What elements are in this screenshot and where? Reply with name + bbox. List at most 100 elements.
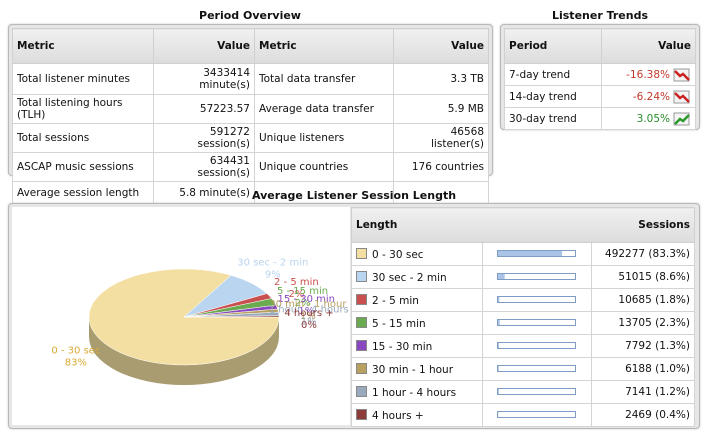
length-label: 30 sec - 2 min xyxy=(372,271,447,284)
length-cell: 30 sec - 2 min xyxy=(351,265,483,289)
pie-label: 30 min - 1 hour xyxy=(269,299,347,310)
bar-track xyxy=(497,411,576,418)
pie-side xyxy=(89,317,279,385)
sessions-cell: 10685 (1.8%) xyxy=(591,288,695,312)
sessions-cell: 51015 (8.6%) xyxy=(591,265,695,289)
pie-percent: 9% xyxy=(265,270,281,281)
length-cell: 5 - 15 min xyxy=(351,311,483,335)
length-label: 0 - 30 sec xyxy=(372,248,424,261)
table-row: 30 min - 1 hour 6188 (1.0%) xyxy=(351,357,695,381)
column-header: Sessions xyxy=(591,207,695,243)
table-row: 5 - 15 min 13705 (2.3%) xyxy=(351,311,695,335)
table-row: 15 - 30 min 7792 (1.3%) xyxy=(351,334,695,358)
table-cell: 57223.57 xyxy=(153,94,255,124)
bar-fill xyxy=(498,320,500,325)
period-cell: 7-day trend xyxy=(503,63,603,86)
share-bar xyxy=(497,411,576,418)
table-row: 2 - 5 min 10685 (1.8%) xyxy=(351,288,695,312)
column-header: Metric xyxy=(12,28,154,64)
pie-percent: 2% xyxy=(295,298,311,309)
table-row: 1 hour - 4 hours 7141 (1.2%) xyxy=(351,380,695,404)
panel-title: Listener Trends xyxy=(551,9,649,22)
listener-trends-table: Period Value 7-day trend -16.38% 14-day tren… xyxy=(503,28,696,130)
sessions-cell: 7141 (1.2%) xyxy=(591,380,695,404)
sessions-cell: 492277 (83.3%) xyxy=(591,242,695,266)
length-cell: 1 hour - 4 hours xyxy=(351,380,483,404)
pie-percent: 2% xyxy=(288,289,304,300)
color-swatch xyxy=(356,247,367,259)
length-label: 5 - 15 min xyxy=(372,317,426,330)
table-cell: 46568 listener(s) xyxy=(393,123,489,153)
bar-cell xyxy=(482,334,592,358)
pie-percent: 1% xyxy=(301,316,317,327)
bar-cell xyxy=(482,265,592,289)
table-row: 14-day trend -6.24% xyxy=(503,85,696,108)
sessions-cell: 13705 (2.3%) xyxy=(591,311,695,335)
share-bar xyxy=(497,342,576,349)
pie-percent: 1% xyxy=(298,306,314,317)
pie-label: 5 - 15 min xyxy=(277,286,328,297)
bar-cell xyxy=(482,311,592,335)
bar-track xyxy=(497,342,576,349)
length-label: 2 - 5 min xyxy=(372,294,419,307)
icon-arrow xyxy=(674,113,690,125)
bar-cell xyxy=(482,288,592,312)
share-bar xyxy=(497,388,576,395)
share-bar xyxy=(497,273,576,280)
table-cell: Total listener minutes xyxy=(12,63,154,95)
trend-cell: -16.38% xyxy=(601,63,696,86)
table-cell: Average data transfer xyxy=(254,94,394,124)
bar-cell xyxy=(482,403,592,427)
bar-fill xyxy=(498,251,563,256)
column-header: Value xyxy=(153,28,255,64)
period-overview-panel: Metric Value Metric Value Total listener min… xyxy=(8,24,493,204)
table-row: 7-day trend -16.38% xyxy=(503,63,696,86)
table-row: Total sessions 591272 session(s) Unique li… xyxy=(12,123,489,153)
table-cell: ASCAP music sessions xyxy=(12,152,154,182)
panel-title: Period Overview xyxy=(199,9,301,22)
header-row: Metric Value Metric Value xyxy=(12,28,489,64)
trend-cell: 3.05% xyxy=(601,107,696,130)
color-swatch xyxy=(356,339,367,351)
length-cell: 2 - 5 min xyxy=(351,288,483,312)
bar-cell xyxy=(482,380,592,404)
trend-icon xyxy=(673,90,690,103)
column-header: Value xyxy=(393,28,489,64)
bar-fill xyxy=(498,274,505,279)
bar-track xyxy=(497,319,576,326)
pie-label: 0 - 30 sec xyxy=(51,346,100,357)
bar-cell xyxy=(482,357,592,381)
header-row: Length Sessions xyxy=(351,207,695,243)
color-swatch xyxy=(356,316,367,328)
table-row: 4 hours + 2469 (0.4%) xyxy=(351,403,695,427)
pie-percent: 83% xyxy=(65,358,87,369)
period-cell: 14-day trend xyxy=(503,85,603,108)
table-row: Total listener minutes 3433414 minute(s) T… xyxy=(12,63,489,95)
column-header xyxy=(482,207,592,243)
session-length-panel: 0 - 30 sec 83% 30 sec - 2 min 9% 2 - 5 min 2%… xyxy=(8,203,700,429)
table-cell: 591272 session(s) xyxy=(153,123,255,153)
pie-percent: 1% xyxy=(300,311,316,322)
table-cell: Total sessions xyxy=(12,123,154,153)
table-cell: Total data transfer xyxy=(254,63,394,95)
table-cell: Total listening hours (TLH) xyxy=(12,94,154,124)
trend-value: 3.05% xyxy=(636,112,670,125)
trend-icon xyxy=(673,68,690,81)
column-header: Length xyxy=(351,207,483,243)
panel-title: Average Listener Session Length xyxy=(251,189,457,202)
table-cell: 3433414 minute(s) xyxy=(153,63,255,95)
length-cell: 30 min - 1 hour xyxy=(351,357,483,381)
pie-percent: 0% xyxy=(301,320,317,331)
table-cell: Average session length xyxy=(12,181,154,204)
table-cell: Unique countries xyxy=(254,152,394,182)
share-bar xyxy=(497,319,576,326)
table-cell: 5.9 MB xyxy=(393,94,489,124)
trend-cell: -6.24% xyxy=(601,85,696,108)
table-row: 30-day trend 3.05% xyxy=(503,107,696,130)
bar-cell xyxy=(482,242,592,266)
table-row: ASCAP music sessions 634431 session(s) Uni… xyxy=(12,152,489,182)
period-cell: 30-day trend xyxy=(503,107,603,130)
listener-trends-panel: Period Value 7-day trend -16.38% 14-day tren… xyxy=(500,24,700,130)
bar-fill xyxy=(498,389,499,394)
sessions-cell: 2469 (0.4%) xyxy=(591,403,695,427)
